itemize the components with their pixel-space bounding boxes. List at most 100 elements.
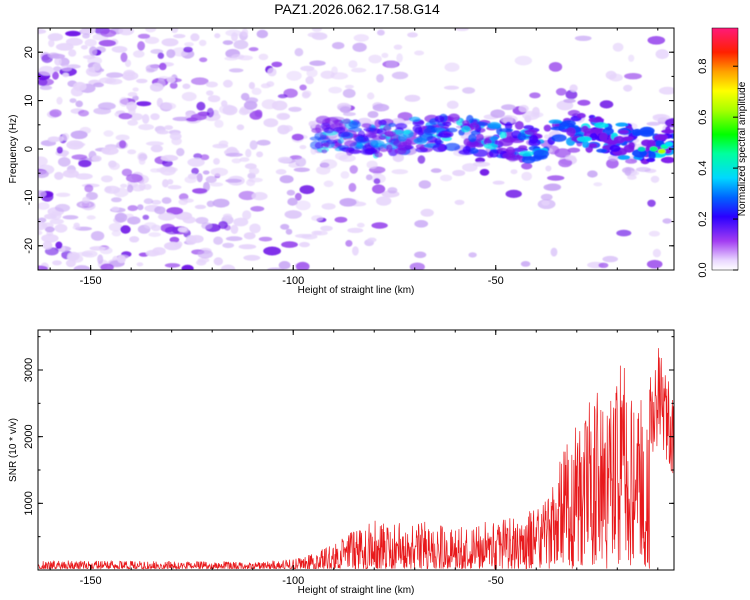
spectrogram-ridge-cell [543,124,552,132]
spectrogram-cell [160,154,179,162]
spectrogram-cell [71,154,88,160]
spectrogram-cell [113,187,129,198]
spectrogram-cell [223,213,232,219]
spectrogram-ridge-cell [432,143,448,153]
spectrogram-cell [120,52,128,63]
spectrogram-ridge-cell [561,120,576,127]
colorbar-tick-label: 0.6 [697,110,709,125]
spectrogram-cell [106,72,124,78]
spectrogram-cell [75,173,93,180]
spectrogram-cell [625,158,638,164]
spectrogram-cell [647,199,656,207]
spectrogram-cell [183,198,194,203]
spectrogram-ridge-cell [518,145,528,150]
spectrogram-cell [162,179,169,188]
snr-y-tick-label: 3000 [23,358,35,382]
spectrogram-cell [206,107,214,118]
spectrogram-cell [558,158,573,168]
spectrogram-cell [225,152,243,157]
spectrogram-cell [231,158,242,164]
spectrogram-cell [417,155,426,164]
spectrogram-cell [344,84,354,89]
spectrogram-cell [294,192,302,201]
spectrogram-cell [577,99,591,106]
spectrogram-cell [655,49,669,60]
spectrogram-cell [118,96,129,107]
spectrogram-cell [150,144,163,153]
spectrogram-cell [277,94,288,99]
spectrogram-cell [221,264,236,270]
spectrogram-cell [137,152,148,162]
spectrogram-cell [159,62,167,71]
spectrogram-cell [239,157,250,162]
snr-x-tick-label: -50 [488,575,504,587]
colorbar-tick-label: 0.0 [697,262,709,277]
spectrogram-ridge-cell [370,140,385,148]
spectrogram-cell [132,95,139,101]
spectrogram-cell [39,85,53,90]
spectrogram-cell [205,175,217,184]
spectrogram-ridge-cell [462,145,471,154]
spectrogram-cell [138,124,155,131]
spectrogram-cell [53,66,62,72]
spectrogram-cell [339,198,357,207]
spectrogram-cell [56,146,63,154]
spectrogram-cell [202,170,210,175]
spectrogram-ridge-cell [321,149,328,154]
spectrogram-ridge-cell [322,142,331,147]
spectrogram-cell [373,178,381,185]
spectrogram-cell [228,68,244,73]
spectrogram-cell [224,56,238,61]
spectrogram-cell [500,115,518,124]
spectrogram-cell [462,163,478,172]
spectrogram-ridge-cell [337,131,351,138]
spectrogram-cell [78,109,89,117]
spectrogram-cell [544,134,550,140]
spectrogram-ridge-cell [653,133,668,141]
spectrogram-cell [323,180,334,188]
spectrogram-cell [267,67,277,77]
spectrogram-ridge-cell [397,134,408,142]
spectrogram-ridge-cell [415,143,426,150]
spectrogram-cell [599,100,614,109]
spectrogram-cell [157,52,164,59]
spectrogram-cell [479,168,490,176]
spectrogram-cell [347,227,364,233]
spectrogram-cell [237,55,253,61]
spectrogram-cell [197,249,213,259]
spectrogram-ridge-cell [646,157,656,163]
spectrogram-cell [192,188,208,194]
spectrogram-cell [38,29,47,34]
spectrogram-cell [248,167,260,175]
spectrogram-cell [343,112,356,117]
spectrogram-cell [181,91,197,102]
spectrogram-cell [335,152,349,161]
snr-series-line [38,348,674,570]
spectrogram-ridge-cell [468,133,477,143]
spectrogram-ridge-cell [378,119,387,126]
spectrogram-cell [55,192,71,197]
spectrogram-cell [89,246,106,251]
spectrogram-cell [187,173,198,180]
spectrogram-ridge-cell [374,151,383,158]
snr-background [38,330,674,570]
spectrogram-cell [62,133,70,141]
spectrogram-cell [286,70,302,81]
spectrogram-cell [241,28,249,37]
spectrogram-cell [332,42,345,50]
colorbar-tick-label: 0.8 [697,59,709,74]
spectrogram-cell [127,119,139,126]
spectrogram-cell [201,222,213,230]
spectrogram-cell [606,158,619,169]
spectrogram-cell [191,77,209,85]
spectrogram-cell [44,213,57,220]
spectrogram-cell [38,170,49,179]
spectrogram-cell [299,84,307,91]
spectrogram-cell [414,251,427,259]
spectrogram-ridge-cell [361,123,372,128]
spectrogram-cell [127,216,141,225]
spectrogram-cell [475,157,486,163]
spectrogram-cell [407,32,418,38]
spectrogram-cell [182,216,196,224]
spectrogram-ridge-cell [315,123,322,133]
